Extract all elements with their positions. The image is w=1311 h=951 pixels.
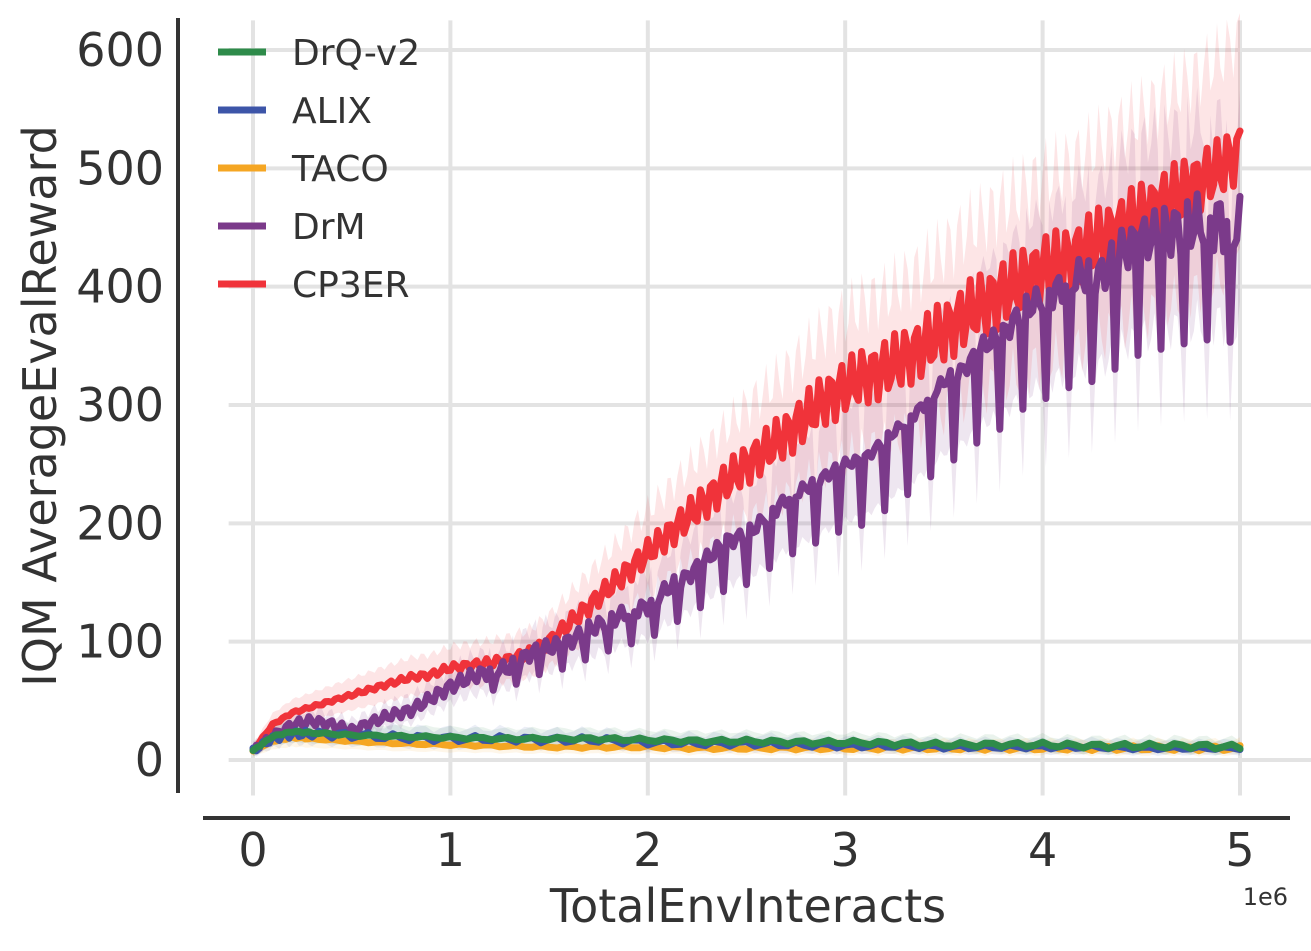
legend-label-taco: TACO [291,149,389,190]
band-cp3er [253,13,1240,756]
y-tick-label: 600 [76,23,164,77]
band-drm [253,87,1240,756]
x-exponent-label: 1e6 [1243,883,1288,911]
series-lines [249,127,1244,755]
legend: DrQ-v2 ALIX TACO DrM CP3ER [218,33,420,306]
y-tick-labels: 0 100 200 300 400 500 600 [76,23,164,787]
x-tick-label: 4 [1028,823,1057,877]
y-axis-title: IQM AverageEvalReward [13,125,67,687]
line-cp3er [249,127,1244,754]
x-tick-label: 1 [436,823,465,877]
y-tick-label: 400 [76,260,164,314]
legend-label-drq-v2: DrQ-v2 [292,33,420,74]
axes [176,18,1290,820]
y-tick-label: 200 [76,496,164,550]
x-tick-label: 0 [238,823,267,877]
y-tick-label: 100 [76,615,164,669]
x-tick-label: 5 [1225,823,1254,877]
y-tick-label: 0 [135,733,164,787]
y-tick-label: 500 [76,141,164,195]
legend-label-cp3er: CP3ER [292,265,410,306]
x-tick-label: 3 [831,823,860,877]
legend-label-drm: DrM [292,207,366,248]
x-tick-labels: 0 1 2 3 4 5 [238,823,1254,877]
grid [228,20,1311,796]
y-tick-label: 300 [76,378,164,432]
x-tick-label: 2 [633,823,662,877]
line-drm [249,190,1244,754]
x-axis-title: TotalEnvInteracts [549,879,946,933]
legend-label-alix: ALIX [292,91,372,132]
line-drq-v2 [249,727,1244,754]
